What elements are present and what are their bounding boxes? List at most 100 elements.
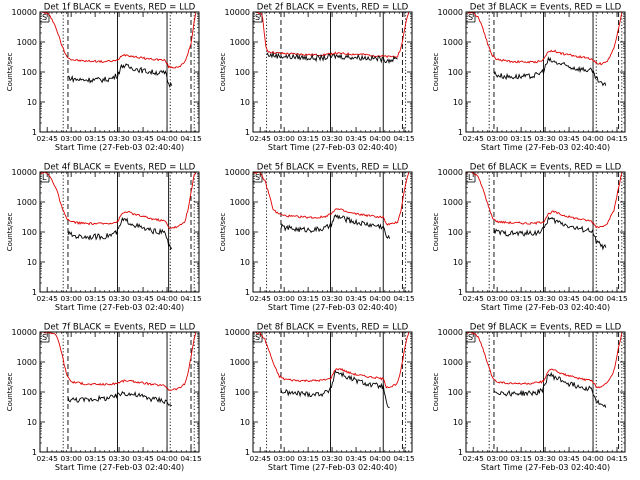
x-tick-label: 04:15 [393,294,415,303]
y-tick-label: 10 [240,418,250,427]
panel-title: Det 9f BLACK = Events, RED = LLD [470,323,622,333]
y-tick-label: 10000 [438,328,463,337]
plot-frame [252,11,413,133]
x-tick-label: 03:30 [108,454,130,463]
x-tick-label: 03:30 [108,294,130,303]
y-axis-label: Counts/sec [432,373,440,412]
x-tick-label: 03:15 [510,454,532,463]
x-tick-label: 03:15 [297,454,319,463]
x-tick-label: 03:00 [61,294,83,303]
y-tick-label: 100 [235,68,250,77]
x-tick-label: 04:15 [180,294,202,303]
plot-frame [252,331,413,453]
x-tick-label: 02:45 [463,294,485,303]
x-tick-label: 03:00 [274,454,296,463]
x-tick-label: 04:15 [606,294,628,303]
x-tick-label: 03:45 [558,454,580,463]
attenuator-state-label: L [42,173,47,182]
y-tick-label: 10000 [438,8,463,17]
events-rate-series [280,369,390,409]
plot-frame [39,171,200,293]
plot-frame [252,171,413,293]
y-tick-label: 10000 [12,168,37,177]
panel-title: Det 4f BLACK = Events, RED = LLD [44,163,196,173]
x-tick-label: 03:00 [61,454,83,463]
events-rate-series [493,56,607,87]
x-tick-label: 03:45 [345,454,367,463]
x-tick-label: 03:15 [510,134,532,143]
y-tick-label: 10 [453,258,463,267]
plot-frame [465,11,626,133]
detector-panel-7: Det 7f BLACK = Events, RED = LLD 1 10 100 10… [6,323,202,473]
panel-title: Det 5f BLACK = Events, RED = LLD [257,163,409,173]
y-tick-label: 1 [245,448,250,457]
y-axis-label: Counts/sec [219,53,227,92]
x-tick-label: 03:45 [345,294,367,303]
x-tick-label: 03:30 [321,294,343,303]
x-tick-label: 03:30 [321,454,343,463]
y-tick-label: 100 [235,228,250,237]
x-tick-label: 02:45 [37,454,59,463]
y-axis-label: Counts/sec [219,213,227,252]
lld-rate-series [253,332,410,389]
y-tick-label: 100 [22,388,37,397]
y-tick-label: 1000 [443,358,463,367]
x-axis-label: Start Time (27-Feb-03 02:40:40) [268,143,397,152]
attenuator-state-label: S [468,333,473,342]
x-tick-label: 04:00 [582,134,604,143]
y-tick-label: 1000 [17,38,37,47]
x-tick-label: 03:45 [558,294,580,303]
events-rate-series [67,63,173,88]
y-tick-label: 100 [448,388,463,397]
y-tick-label: 1 [32,448,37,457]
y-tick-label: 1000 [17,198,37,207]
events-rate-series [280,213,391,239]
x-tick-label: 03:45 [345,134,367,143]
y-tick-label: 10000 [12,8,37,17]
y-tick-label: 10 [453,418,463,427]
y-tick-label: 10 [453,98,463,107]
y-tick-label: 100 [22,228,37,237]
x-axis-label: Start Time (27-Feb-03 02:40:40) [55,303,184,312]
attenuator-state-label: S [255,173,260,182]
y-tick-label: 1 [458,128,463,137]
x-tick-label: 03:30 [534,134,556,143]
lld-rate-series [466,172,623,229]
x-axis-label: Start Time (27-Feb-03 02:40:40) [268,463,397,472]
x-tick-label: 03:30 [321,134,343,143]
x-tick-label: 02:45 [250,294,272,303]
y-tick-label: 10000 [12,328,37,337]
x-tick-label: 02:45 [463,454,485,463]
x-tick-label: 02:45 [37,294,59,303]
panel-title: Det 8f BLACK = Events, RED = LLD [257,323,409,333]
lld-rate-series [466,332,623,389]
detector-panel-4: Det 4f BLACK = Events, RED = LLD 1 10 100 10… [6,163,202,313]
x-tick-label: 03:00 [487,454,509,463]
y-tick-label: 100 [22,68,37,77]
y-tick-label: 10000 [225,168,250,177]
events-rate-series [493,371,607,408]
events-rate-series [67,390,172,407]
detector-panel-9: Det 9f BLACK = Events, RED = LLD 1 10 100 10… [432,323,628,473]
y-tick-label: 1000 [230,358,250,367]
x-tick-label: 03:15 [84,454,106,463]
x-tick-label: 03:00 [274,294,296,303]
x-tick-label: 03:45 [558,134,580,143]
y-tick-label: 10 [240,98,250,107]
y-tick-label: 10 [240,258,250,267]
x-tick-label: 04:00 [156,294,178,303]
x-tick-label: 03:45 [132,294,154,303]
lld-rate-series [40,12,197,69]
y-axis-label: Counts/sec [6,213,14,252]
y-tick-label: 10 [27,258,37,267]
attenuator-state-label: S [42,13,47,22]
x-tick-label: 03:30 [534,454,556,463]
x-tick-label: 04:00 [369,134,391,143]
x-axis-label: Start Time (27-Feb-03 02:40:40) [481,143,610,152]
lld-rate-series [466,12,623,66]
panel-title: Det 6f BLACK = Events, RED = LLD [470,163,622,173]
y-tick-label: 10000 [225,8,250,17]
x-axis-label: Start Time (27-Feb-03 02:40:40) [55,143,184,152]
x-tick-label: 04:00 [369,294,391,303]
y-tick-label: 1 [458,288,463,297]
